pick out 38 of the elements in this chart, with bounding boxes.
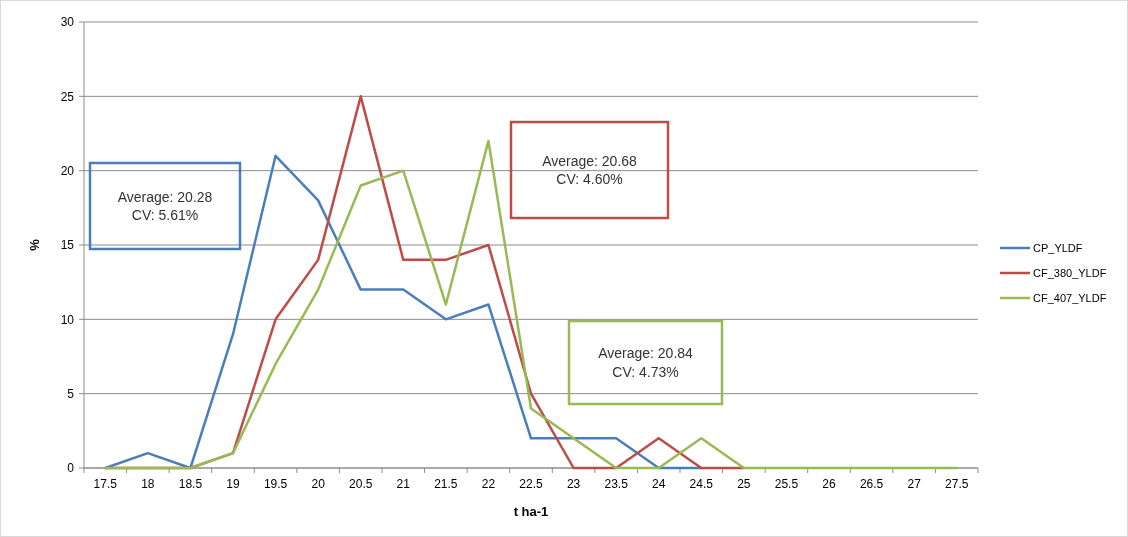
- x-tick-label: 26: [822, 477, 836, 491]
- x-tick-label: 24: [652, 477, 666, 491]
- x-tick-label: 21: [396, 477, 411, 491]
- line-series: [104, 139, 958, 470]
- x-tick-label: 25.5: [774, 477, 799, 491]
- annotation: Average: 20.84 CV: 4.73%: [598, 345, 694, 380]
- x-tick-label: 21.5: [434, 477, 458, 491]
- y-tick-label: 0: [67, 461, 75, 476]
- x-tick-label: 27: [907, 477, 922, 491]
- y-tick-label: 15: [60, 238, 75, 253]
- legend-label: CP_YLDF: [1033, 241, 1083, 254]
- x-tick-label: 25: [737, 477, 751, 491]
- x-tick-label: 24.5: [689, 477, 714, 491]
- y-tick-label: 30: [60, 15, 75, 30]
- x-tick-label: 22: [481, 477, 496, 491]
- x-tick-label: 20.5: [349, 477, 373, 491]
- x-tick-label: 18.5: [178, 477, 203, 491]
- y-axis-title: %: [27, 238, 42, 251]
- annotation: Average: 20.28 CV: 5.61%: [117, 188, 213, 224]
- x-tick-label: 23.5: [604, 477, 629, 491]
- x-tick-label: 17.5: [93, 477, 118, 491]
- y-tick-label: 10: [60, 312, 75, 327]
- x-tick-label: 27.5: [945, 477, 969, 491]
- y-tick-label: 5: [67, 386, 75, 401]
- x-tick-label: 18: [141, 477, 155, 491]
- x-tick-label: 26.5: [859, 477, 884, 491]
- y-tick-label: 25: [60, 89, 75, 104]
- x-axis-title: t ha-1: [513, 504, 549, 519]
- legend-label: CF_380_YLDF: [1033, 266, 1107, 279]
- x-tick-label: 22.5: [519, 477, 543, 491]
- x-tick-label: 23: [566, 477, 581, 491]
- legend-label: CF_407_YLDF: [1033, 291, 1107, 304]
- y-tick-label: 20: [60, 163, 75, 178]
- x-tick-label: 20: [311, 477, 326, 491]
- line-series: [104, 154, 703, 470]
- annotation: Average: 20.68 CV: 4.60%: [542, 152, 638, 188]
- x-tick-label: 19: [226, 477, 240, 491]
- x-tick-label: 19.5: [263, 477, 288, 491]
